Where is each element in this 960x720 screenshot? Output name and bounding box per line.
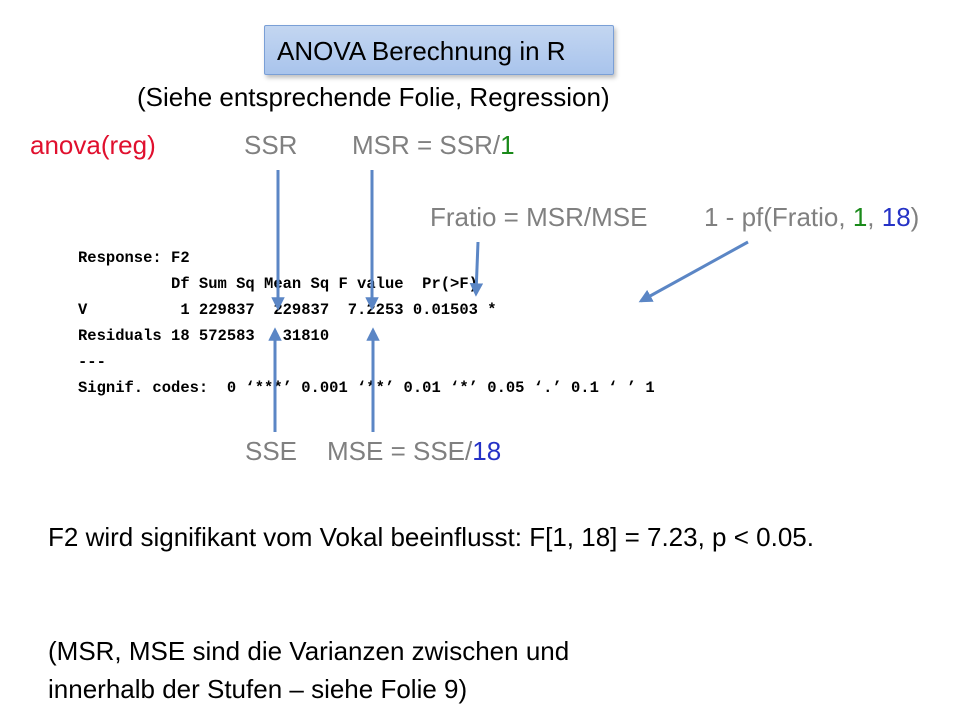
r-output-line: Residuals 18 572583 31810 [78,327,330,345]
pf-text: 1 - pf(Fratio, [704,202,853,232]
arrow-pvalue [638,240,749,303]
pf-separator: , [867,202,882,232]
sse-label: SSE [245,436,298,466]
r-output-line: --- [78,353,106,371]
pvalue-formula: 1 - pf(Fratio, 1, 18) [704,202,919,233]
pf-df2: 18 [881,202,911,232]
r-output-line: Signif. codes: 0 ‘***’ 0.001 ‘**’ 0.01 ‘… [78,379,655,397]
slide-title-box: ANOVA Berechnung in R [264,25,614,75]
pf-close: ) [910,202,920,232]
mse-formula: MSE = SSE/18 [327,436,501,467]
msr-df: 1 [500,130,515,160]
mse-formula-text: MSE = SSE/ [327,436,473,466]
subtitle: (Siehe entsprechende Folie, Regression) [137,82,610,112]
note-line-1: (MSR, MSE sind die Varianzen zwischen un… [48,636,570,666]
msr-formula: MSR = SSR/1 [352,130,515,161]
pf-df1: 1 [852,202,868,232]
note-line-2: innerhalb der Stufen – siehe Folie 9) [48,674,468,704]
anova-command: anova(reg) [30,130,156,160]
ssr-label: SSR [244,130,298,160]
msr-formula-text: MSR = SSR/ [352,130,501,160]
arrow-fratio [469,241,484,297]
slide-title: ANOVA Berechnung in R [277,36,566,66]
mse-df: 18 [472,436,502,466]
fratio-formula: Fratio = MSR/MSE [430,202,648,232]
r-output-line: Df Sum Sq Mean Sq F value Pr(>F) [78,275,478,293]
r-output-line: V 1 229837 229837 7.2253 0.01503 * [78,301,497,319]
r-output-line: Response: F2 [78,249,190,267]
conclusion-text: F2 wird signifikant vom Vokal beeinfluss… [48,522,814,552]
